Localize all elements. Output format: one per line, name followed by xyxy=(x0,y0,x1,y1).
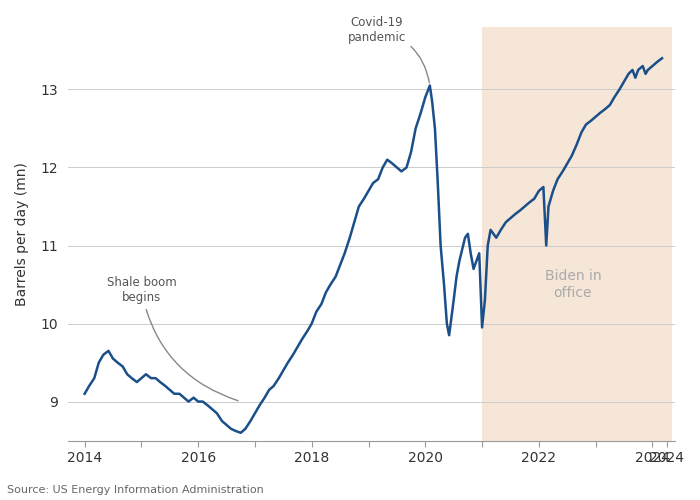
Text: Biden in
office: Biden in office xyxy=(545,270,601,300)
Bar xyxy=(482,27,672,440)
Text: Shale boom
begins: Shale boom begins xyxy=(106,276,238,400)
Text: Source: US Energy Information Administration: Source: US Energy Information Administra… xyxy=(7,485,264,495)
Text: Covid-19
pandemic: Covid-19 pandemic xyxy=(348,16,429,83)
Y-axis label: Barrels per day (mn): Barrels per day (mn) xyxy=(15,162,29,306)
